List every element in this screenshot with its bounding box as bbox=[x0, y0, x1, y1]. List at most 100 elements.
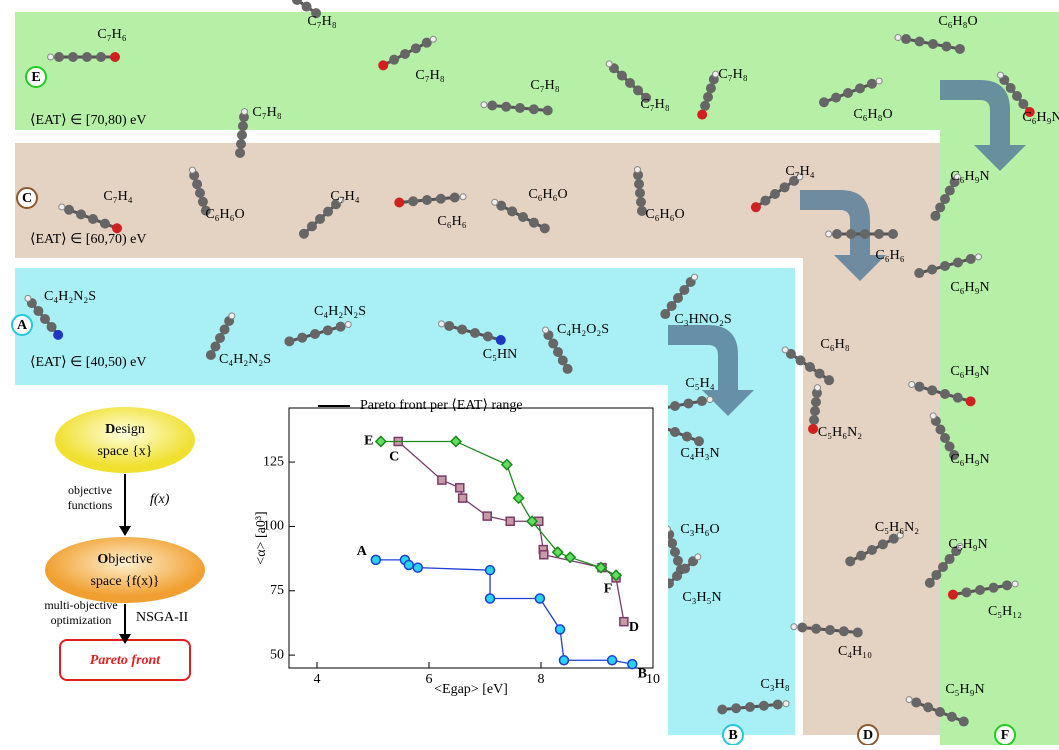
x-tick-label: 6 bbox=[426, 672, 433, 687]
atom bbox=[378, 60, 389, 71]
molecule bbox=[284, 320, 352, 347]
hydrogen bbox=[429, 35, 437, 43]
atom bbox=[666, 301, 677, 312]
fo: objective functions bbox=[68, 483, 113, 512]
atom bbox=[641, 92, 652, 103]
atom bbox=[323, 206, 334, 217]
molecule bbox=[930, 173, 961, 221]
y-tick-label: 50 bbox=[270, 647, 284, 662]
atom bbox=[210, 341, 221, 352]
arrows bbox=[668, 80, 1026, 416]
molecule-formula: C₅H₁₂ bbox=[988, 604, 1022, 619]
molecule-formula: C₇H₈ bbox=[530, 78, 559, 93]
hydrogen bbox=[781, 346, 789, 354]
molecule bbox=[717, 699, 790, 715]
atom bbox=[667, 538, 678, 549]
point bbox=[412, 562, 424, 573]
atom bbox=[400, 49, 410, 59]
atom bbox=[482, 331, 493, 342]
hydrogen bbox=[975, 253, 983, 261]
molecule bbox=[605, 60, 652, 103]
molecule bbox=[394, 192, 467, 208]
atom bbox=[408, 196, 419, 207]
hydrogen bbox=[58, 203, 66, 211]
panel-letter-ring bbox=[16, 187, 38, 209]
molecule bbox=[750, 173, 804, 213]
point bbox=[505, 516, 515, 527]
fo: multi-objective optimization bbox=[44, 598, 117, 627]
hydrogen bbox=[875, 77, 883, 85]
molecule bbox=[808, 384, 822, 434]
atom bbox=[935, 202, 946, 213]
design-rest: esign bbox=[115, 422, 145, 437]
atom bbox=[852, 627, 863, 638]
atom bbox=[82, 52, 92, 62]
molecule-formula: C₇H₆ bbox=[97, 27, 126, 42]
atom bbox=[553, 347, 563, 357]
molecule bbox=[929, 412, 960, 461]
atom bbox=[818, 97, 829, 108]
hydrogen bbox=[344, 320, 352, 328]
molecule bbox=[914, 253, 983, 279]
atom bbox=[944, 441, 955, 452]
molecule-formula: C₇H₄ bbox=[103, 189, 132, 204]
atom bbox=[923, 702, 934, 713]
hydrogen bbox=[825, 230, 833, 238]
point bbox=[554, 624, 566, 635]
x-tick-label: 10 bbox=[646, 672, 660, 687]
design-sub: space {x} bbox=[97, 444, 152, 459]
atom bbox=[947, 589, 958, 600]
objective-sub: space {f(x)} bbox=[90, 574, 159, 589]
atom bbox=[877, 539, 888, 550]
point bbox=[558, 655, 570, 666]
molecule bbox=[781, 346, 835, 386]
molecule-formula: C₇H₈ bbox=[718, 67, 747, 82]
molecule-formula: C₆H₉N bbox=[950, 452, 989, 467]
molecule-formula: C₅H₆N₂ bbox=[818, 425, 862, 440]
nsga: NSGA-II bbox=[136, 610, 188, 625]
hydrogen bbox=[691, 273, 699, 281]
molecule bbox=[660, 273, 699, 320]
molecule-formula: C₆H₈O bbox=[938, 14, 977, 29]
atom bbox=[215, 333, 225, 343]
point-label: E bbox=[364, 434, 373, 449]
panel-letter: B bbox=[728, 728, 737, 743]
hydrogen bbox=[480, 101, 488, 109]
atom bbox=[53, 329, 64, 340]
point bbox=[374, 435, 387, 448]
atom bbox=[832, 229, 842, 239]
panel-letter-ring bbox=[25, 66, 47, 88]
objective-rest: bjective bbox=[108, 552, 152, 567]
hydrogen bbox=[491, 198, 499, 206]
point-label: D bbox=[629, 620, 639, 635]
atom bbox=[931, 569, 942, 580]
atom bbox=[487, 100, 498, 111]
atom bbox=[421, 37, 432, 48]
atom bbox=[528, 217, 539, 228]
y-tick-label: 100 bbox=[263, 519, 284, 534]
atom bbox=[680, 563, 691, 574]
y-tick-label: 75 bbox=[270, 583, 284, 598]
point bbox=[512, 492, 525, 505]
atom bbox=[944, 554, 955, 565]
atom bbox=[888, 229, 898, 239]
hydrogen bbox=[712, 70, 720, 78]
hydrogen bbox=[896, 531, 904, 539]
molecule-formula: C₄H₂N₂S bbox=[314, 304, 366, 319]
molecule bbox=[298, 196, 345, 239]
atom bbox=[46, 321, 57, 332]
molecule-formula: C₆H₆ bbox=[875, 248, 904, 263]
atom bbox=[930, 210, 941, 221]
atom bbox=[237, 121, 248, 132]
atom bbox=[301, 1, 312, 12]
band-a bbox=[15, 268, 795, 735]
molecule-formula: C₅H₉N bbox=[945, 682, 984, 697]
atom bbox=[636, 205, 647, 216]
point bbox=[627, 658, 638, 670]
atom bbox=[901, 34, 912, 45]
atom bbox=[670, 547, 680, 557]
hydrogen bbox=[929, 412, 937, 420]
molecule-formula: C₄H₂N₂S bbox=[219, 352, 271, 367]
x-axis-label: <Egap> [eV] bbox=[434, 682, 508, 697]
molecule-formula: C₅H₄ bbox=[685, 376, 714, 391]
